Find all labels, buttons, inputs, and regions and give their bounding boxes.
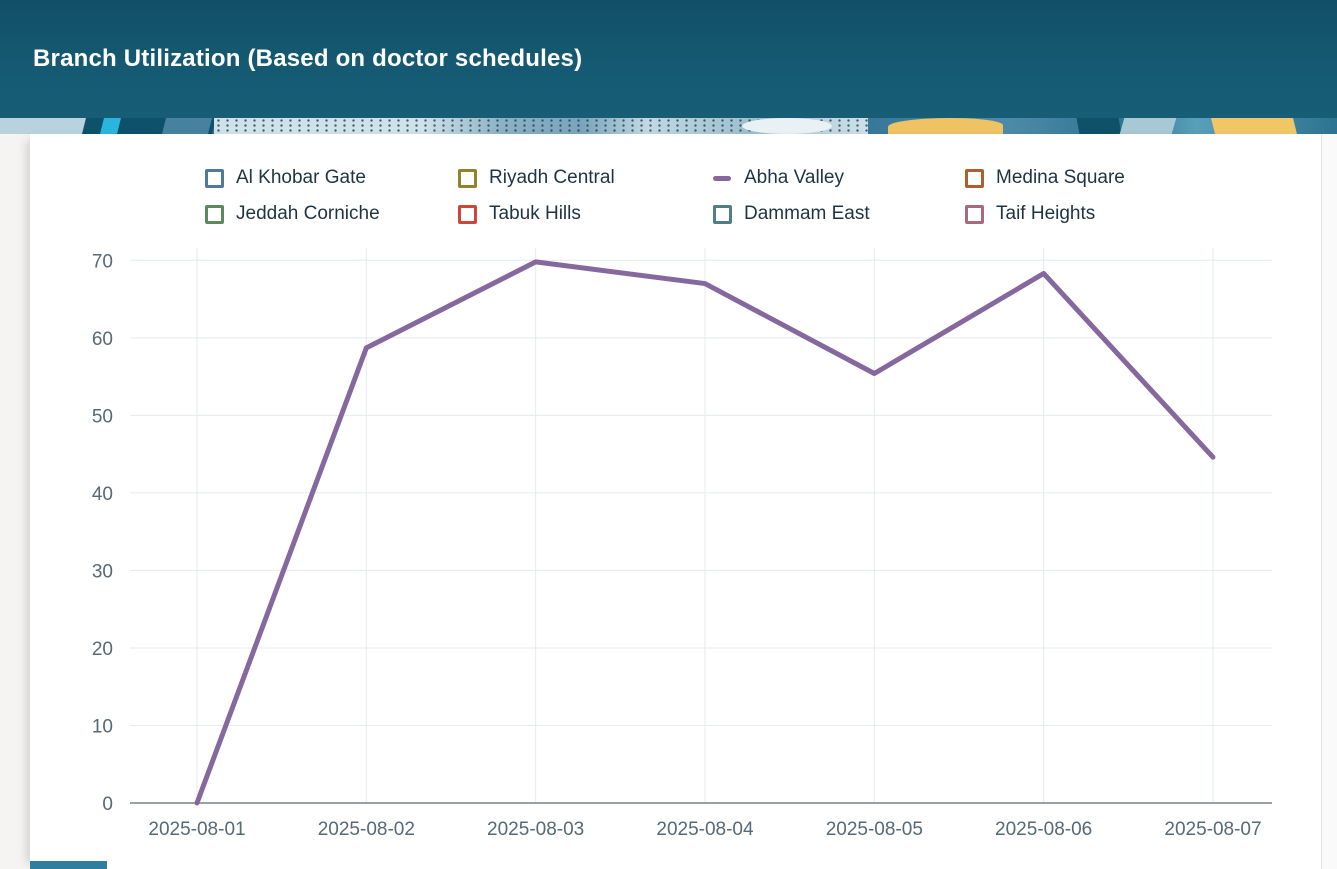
x-axis-tick-label: 2025-08-07: [1164, 819, 1261, 840]
banner-shape-icon: [1211, 118, 1297, 134]
legend-checkbox-icon: [458, 204, 477, 224]
legend-item-dammam-east[interactable]: Dammam East: [713, 201, 870, 227]
legend-item-label: Tabuk Hills: [489, 203, 581, 224]
x-axis-tick-label: 2025-08-05: [826, 819, 923, 840]
vertical-scrollbar[interactable]: [1321, 134, 1337, 869]
legend-item-tabuk-hills[interactable]: Tabuk Hills: [458, 201, 581, 227]
x-axis-tick-label: 2025-08-04: [656, 819, 754, 840]
y-axis-tick-label: 60: [92, 329, 113, 350]
legend-checkbox-icon: [965, 204, 984, 224]
banner-dots-pattern: [214, 118, 870, 134]
y-axis-tick-label: 50: [92, 406, 113, 427]
legend-item-riyadh-central[interactable]: Riyadh Central: [458, 165, 615, 191]
line-chart: 0 10 20 30 40 50 60 70 2025-08-01 2025-08-02 2025-…: [92, 248, 1272, 840]
legend-item-label: Taif Heights: [996, 203, 1096, 224]
x-axis-tick-label: 2025-08-02: [318, 819, 415, 840]
x-axis-tick-label: 2025-08-01: [148, 819, 245, 840]
y-axis-tick-label: 0: [102, 794, 113, 815]
legend-item-al-khobar-gate[interactable]: Al Khobar Gate: [205, 165, 366, 191]
legend-item-taif-heights[interactable]: Taif Heights: [965, 201, 1095, 227]
chart-card: [30, 134, 1321, 869]
series-line-abha-valley[interactable]: [194, 259, 1216, 806]
banner-shape-icon: [1119, 118, 1177, 134]
y-axis-tick-label: 40: [92, 484, 113, 505]
legend-item-abha-valley[interactable]: Abha Valley: [713, 165, 844, 191]
legend-checkbox-icon: [458, 168, 477, 188]
banner-shape-icon: [888, 118, 1003, 134]
y-axis-tick-label: 70: [92, 251, 113, 272]
legend-item-label: Medina Square: [996, 167, 1125, 188]
legend-item-medina-square[interactable]: Medina Square: [965, 165, 1125, 191]
legend-item-label: Riyadh Central: [489, 167, 615, 188]
y-axis-tick-label: 10: [92, 716, 113, 737]
legend-item-label: Dammam East: [744, 203, 870, 224]
legend-item-jeddah-corniche[interactable]: Jeddah Corniche: [205, 201, 380, 227]
legend-checkbox-icon: [205, 168, 224, 188]
x-axis-tick-label: 2025-08-06: [995, 819, 1092, 840]
banner-shape-icon: [1076, 118, 1122, 134]
banner-shape-icon: [742, 118, 832, 134]
x-axis-tick-label: 2025-08-03: [487, 819, 584, 840]
y-axis-tick-label: 30: [92, 561, 113, 582]
legend-item-label: Jeddah Corniche: [236, 203, 380, 224]
legend-checkbox-icon: [965, 168, 984, 188]
next-widget-partial: [30, 861, 107, 869]
legend-checkbox-icon: [205, 204, 224, 224]
legend-checkbox-icon: [713, 204, 732, 224]
y-axis-tick-label: 20: [92, 639, 113, 660]
banner-shape-icon: [0, 118, 95, 134]
banner-shape-icon: [162, 118, 212, 134]
page-title: Branch Utilization (Based on doctor sche…: [33, 45, 583, 72]
widget-header: Branch Utilization (Based on doctor sche…: [0, 0, 1337, 118]
banner-decoration-strip: [0, 118, 1337, 134]
legend-item-label: Al Khobar Gate: [236, 167, 366, 188]
legend-line-marker-icon: [713, 175, 731, 181]
legend-item-label: Abha Valley: [744, 167, 844, 188]
